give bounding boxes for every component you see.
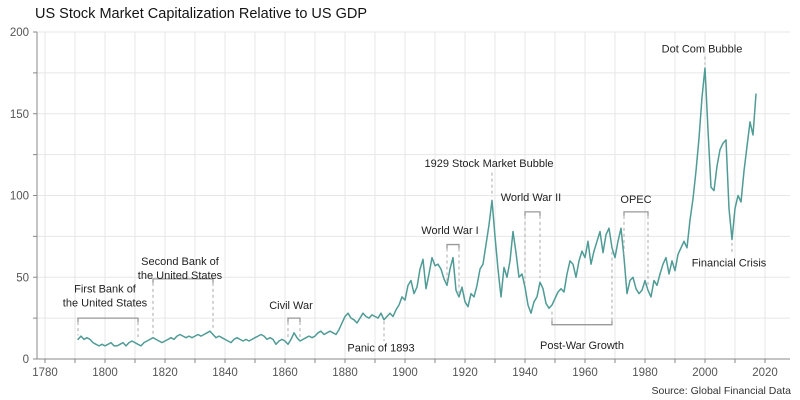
annotation-second-bank-bracket <box>152 278 214 283</box>
annotation-dot-com-bubble-label: Dot Com Bubble <box>662 43 743 55</box>
x-tick-label: 1800 <box>92 367 118 379</box>
y-tick-label: 50 <box>16 272 29 284</box>
chart-line <box>77 67 757 347</box>
annotation-first-bank-label: First Bank of <box>74 284 137 296</box>
annotation-first-bank-bracket <box>77 317 139 323</box>
annotation-panic-1893-label: Panic of 1893 <box>347 343 414 355</box>
x-tick-label: 1840 <box>212 367 238 379</box>
annotation-world-war-1-label: World War I <box>421 225 478 237</box>
y-tick-label: 0 <box>23 354 29 366</box>
annotation-opec-bracket <box>623 211 649 216</box>
x-tick-label: 1900 <box>392 367 418 379</box>
y-tick-label: 200 <box>10 27 29 39</box>
annotation-world-war-2-label: World War II <box>501 192 562 204</box>
y-tick-label: 150 <box>10 109 29 121</box>
x-tick-label: 1960 <box>572 367 598 379</box>
x-tick-label: 1940 <box>512 367 538 379</box>
annotation-second-bank-label: the United States <box>138 270 223 282</box>
x-tick-label: 2020 <box>752 367 778 379</box>
annotation-post-war-growth-bracket <box>551 320 613 326</box>
annotation-world-war-2-bracket <box>524 211 541 216</box>
x-tick-label: 1780 <box>32 367 58 379</box>
annotation-financial-crisis-label: Financial Crisis <box>692 258 767 270</box>
x-tick-label: 1820 <box>152 367 178 379</box>
chart-source-credit: Source: Global Financial Data <box>651 385 792 397</box>
x-tick-label: 2000 <box>692 367 718 379</box>
chart-title: US Stock Market Capitalization Relative … <box>35 6 368 22</box>
x-tick-label: 1980 <box>632 367 658 379</box>
annotation-opec-label: OPEC <box>620 194 651 206</box>
annotation-civil-war-label: Civil War <box>269 300 313 312</box>
annotation-second-bank-label: Second Bank of <box>141 256 220 268</box>
annotation-post-war-growth-label: Post-War Growth <box>540 340 624 352</box>
annotation-civil-war-bracket <box>287 317 301 323</box>
y-tick-label: 100 <box>10 191 29 203</box>
annotation-world-war-1-bracket <box>446 243 460 249</box>
x-tick-label: 1880 <box>332 367 358 379</box>
annotation-bubble-1929-label: 1929 Stock Market Bubble <box>424 158 553 170</box>
x-tick-label: 1920 <box>452 367 478 379</box>
x-tick-label: 1860 <box>272 367 298 379</box>
annotation-first-bank-label: the United States <box>63 298 148 310</box>
